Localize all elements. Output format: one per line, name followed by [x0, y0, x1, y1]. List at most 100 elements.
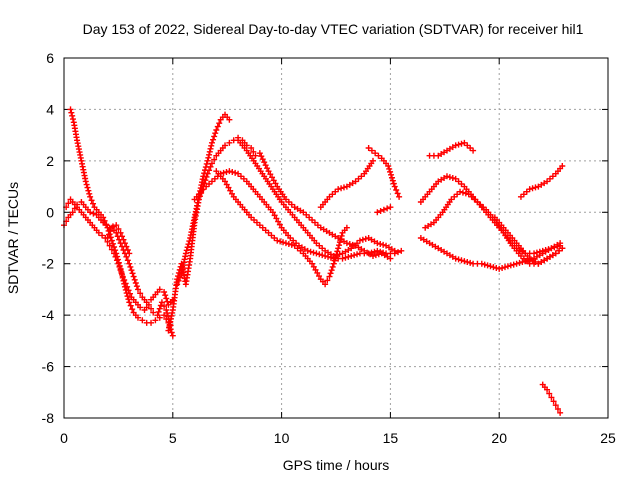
data-point	[356, 237, 363, 244]
data-point	[343, 224, 350, 231]
data-point-interp	[375, 152, 382, 159]
data-point-interp	[124, 257, 131, 264]
data-point	[330, 260, 337, 267]
data-point	[313, 250, 320, 257]
x-tick-label: 10	[274, 430, 290, 446]
series-11	[317, 157, 376, 211]
data-point-interp	[85, 187, 92, 194]
data-point	[208, 160, 215, 167]
data-point-interp	[115, 226, 122, 232]
data-point-interp	[273, 215, 280, 222]
data-points	[61, 106, 566, 416]
x-axis-label: GPS time / hours	[283, 457, 390, 473]
data-point	[461, 258, 468, 265]
data-point-interp	[210, 136, 217, 143]
data-point-interp	[316, 251, 323, 258]
data-point-interp	[225, 184, 232, 191]
data-point	[126, 299, 133, 306]
data-point	[104, 235, 111, 241]
data-point-interp	[354, 251, 361, 258]
data-point	[252, 152, 259, 159]
data-point	[163, 307, 170, 313]
data-point-interp	[125, 287, 132, 294]
data-point	[269, 209, 276, 216]
data-point-interp	[377, 208, 384, 214]
data-point-interp	[220, 169, 227, 176]
data-point-interp	[377, 241, 384, 247]
y-tick-label: 0	[46, 204, 54, 220]
data-point	[74, 201, 81, 208]
data-point-interp	[90, 210, 97, 217]
data-point	[396, 193, 403, 200]
data-point-interp	[175, 277, 182, 284]
data-point-interp	[394, 190, 401, 197]
y-tick-label: 4	[46, 101, 54, 117]
data-point	[544, 386, 551, 393]
data-point-interp	[156, 305, 163, 312]
x-tick-label: 5	[169, 430, 177, 446]
data-point	[504, 263, 511, 270]
data-point-interp	[270, 177, 277, 184]
data-point	[343, 240, 350, 247]
data-point-interp	[161, 303, 168, 310]
y-tick-label: -2	[42, 256, 55, 272]
data-point	[274, 237, 281, 244]
data-point-interp	[387, 168, 394, 175]
data-point	[226, 116, 233, 123]
data-point-interp	[372, 252, 379, 259]
y-tick-label: -8	[42, 410, 55, 426]
data-point	[113, 229, 120, 236]
data-point	[452, 255, 459, 262]
data-point-interp	[103, 222, 110, 229]
series-6	[174, 111, 233, 288]
data-point-interp	[533, 249, 540, 256]
data-point	[559, 163, 566, 169]
data-point	[67, 106, 74, 113]
data-point	[115, 260, 122, 267]
data-point	[391, 247, 398, 254]
data-point	[139, 317, 146, 324]
data-point-interp	[116, 263, 123, 270]
series-5	[165, 134, 259, 334]
data-point-interp	[507, 262, 514, 269]
data-point	[330, 253, 337, 259]
data-point-interp	[362, 235, 369, 242]
data-point-interp	[155, 308, 162, 315]
series-10	[256, 150, 394, 262]
data-point-interp	[449, 175, 456, 181]
data-point	[369, 157, 376, 164]
data-point	[222, 178, 229, 185]
data-point-interp	[212, 130, 219, 137]
data-point-interp	[464, 259, 471, 265]
data-point-interp	[272, 180, 279, 187]
data-point	[158, 299, 165, 306]
data-point-interp	[446, 174, 453, 181]
data-point	[226, 168, 233, 175]
data-point-interp	[202, 167, 209, 174]
data-point-interp	[307, 248, 314, 255]
data-point	[106, 242, 113, 249]
data-point-interp	[368, 147, 375, 154]
data-point-interp	[458, 140, 465, 147]
data-point-interp	[114, 233, 121, 240]
data-point-interp	[390, 180, 397, 187]
data-point-interp	[83, 181, 90, 188]
data-point	[265, 168, 272, 175]
data-point-interp	[164, 310, 171, 317]
data-point-interp	[314, 269, 321, 276]
data-point-interp	[201, 170, 208, 177]
data-point-interp	[502, 264, 509, 271]
data-point	[150, 309, 157, 316]
data-point	[222, 142, 229, 149]
data-point-interp	[116, 236, 123, 243]
data-point-interp	[345, 253, 352, 260]
data-point	[326, 273, 333, 280]
data-point-interp	[380, 241, 387, 248]
data-point-interp	[388, 174, 395, 181]
data-point	[335, 245, 342, 252]
data-point-interp	[395, 249, 402, 256]
data-point	[496, 265, 503, 272]
data-point	[398, 247, 405, 254]
series-14	[417, 235, 564, 272]
data-point	[385, 163, 392, 169]
